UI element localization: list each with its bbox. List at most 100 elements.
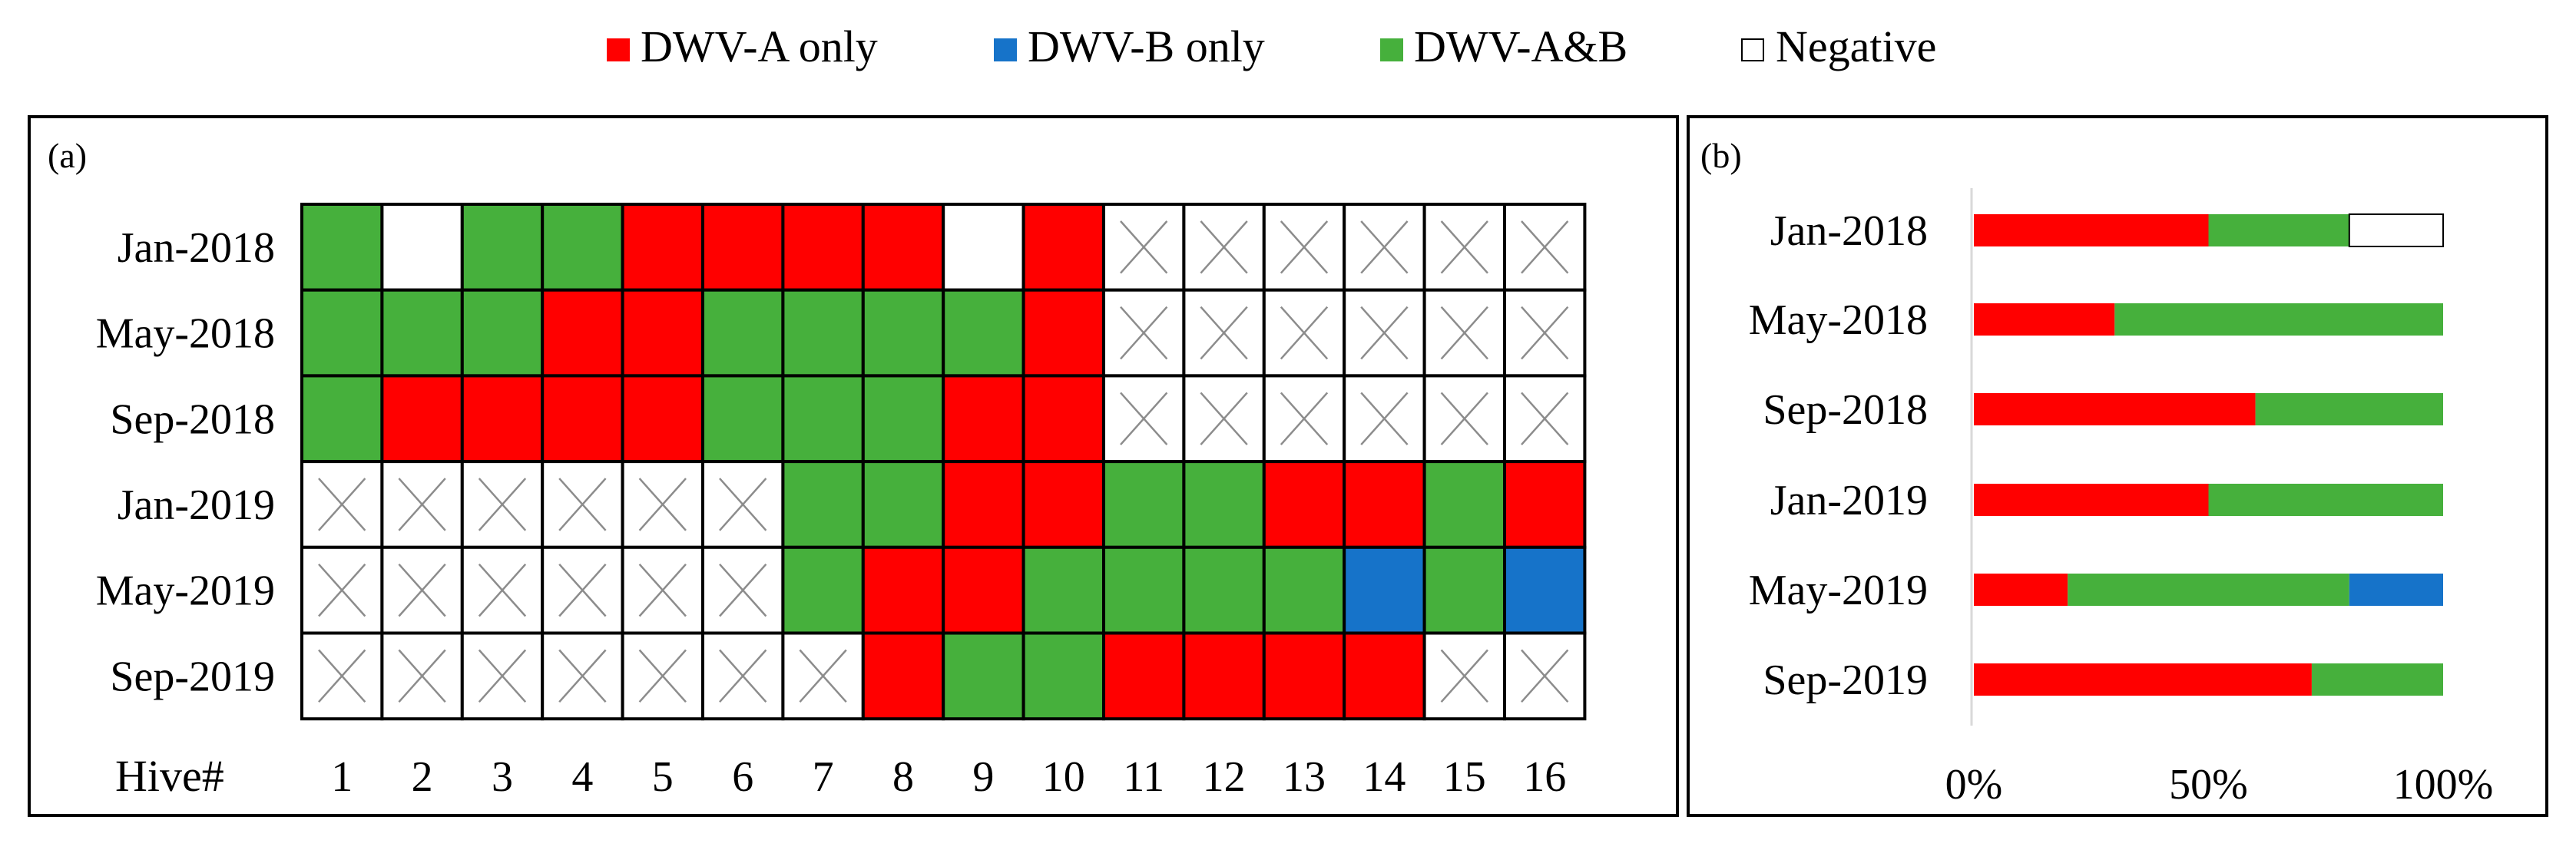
- column-label: 10: [1042, 753, 1085, 801]
- grid-cell: [861, 545, 945, 635]
- column-label: 6: [732, 753, 753, 801]
- cross-mark: [318, 649, 366, 703]
- grid-cell: [1182, 631, 1266, 721]
- bar-category-labels: Jan-2018 May-2018 Sep-2018 Jan-2019 May-2019…: [1749, 207, 1928, 704]
- x-axis-ticks: 0% 50% 100%: [1945, 761, 2494, 809]
- cross-mark: [1120, 306, 1168, 360]
- grid-cell: [942, 374, 1025, 464]
- grid-cell: [1422, 374, 1506, 464]
- stacked-bars: [1974, 213, 2445, 696]
- grid-cell: [1422, 631, 1506, 721]
- cross-mark: [719, 563, 767, 617]
- legend-swatch-dwv-a-and-b: [1380, 38, 1403, 61]
- cross-mark: [1200, 306, 1248, 360]
- bar-segment: [2114, 303, 2443, 336]
- grid-cell: [300, 545, 384, 635]
- cross-mark: [1521, 306, 1569, 360]
- grid-cell: [781, 288, 865, 378]
- grid-cell: [781, 203, 865, 292]
- row-label: Jan-2018: [118, 224, 275, 272]
- row-label: Jan-2019: [118, 481, 275, 529]
- cross-mark: [1521, 649, 1569, 703]
- grid-cell: [621, 288, 704, 378]
- bar-segment: [2208, 214, 2349, 246]
- grid-cell: [380, 203, 464, 292]
- grid-cell: [380, 460, 464, 549]
- grid-cell: [380, 374, 464, 464]
- bar-segment: [1974, 663, 2312, 696]
- column-label: 14: [1362, 753, 1406, 801]
- bar-segment: [1974, 303, 2115, 336]
- cross-mark: [1120, 392, 1168, 445]
- legend-label-dwv-a-only: DWV-A only: [641, 21, 878, 71]
- grid-cell: [861, 460, 945, 549]
- grid-cell: [621, 545, 704, 635]
- legend-label-dwv-a-and-b: DWV-A&B: [1414, 21, 1627, 71]
- cross-mark: [398, 478, 446, 531]
- grid-cell: [1102, 203, 1186, 292]
- column-label: 9: [972, 753, 994, 801]
- legend: DWV-A only DWV-B only DWV-A&B Negative: [607, 21, 1936, 71]
- column-label: 15: [1443, 753, 1486, 801]
- grid-cell: [701, 460, 785, 549]
- grid-cell: [942, 203, 1025, 292]
- grid-cell: [541, 545, 624, 635]
- legend-label-dwv-b-only: DWV-B only: [1028, 21, 1265, 71]
- bar-segment: [2255, 393, 2443, 425]
- bar-segment: [1974, 393, 2256, 425]
- grid-cell: [861, 203, 945, 292]
- grid-cell: [1021, 288, 1105, 378]
- bar-segment: [2311, 663, 2443, 696]
- grid-cell: [1102, 374, 1186, 464]
- grid-cell: [1102, 631, 1186, 721]
- grid-cell: [541, 288, 624, 378]
- grid-cell: [300, 288, 384, 378]
- grid-cell: [1182, 545, 1266, 635]
- grid-cell: [942, 545, 1025, 635]
- cross-mark: [1200, 220, 1248, 274]
- cross-mark: [558, 563, 607, 617]
- column-label: 12: [1203, 753, 1246, 801]
- grid-cell: [1021, 374, 1105, 464]
- grid-cell: [300, 631, 384, 721]
- grid-cell: [1422, 545, 1506, 635]
- grid-cell: [942, 288, 1025, 378]
- bar-group: [1974, 303, 2443, 336]
- hive-status-grid: [300, 203, 1587, 721]
- grid-cell: [460, 545, 545, 635]
- grid-cell: [1503, 374, 1587, 464]
- cross-mark: [1440, 649, 1488, 703]
- cross-mark: [478, 478, 527, 531]
- grid-cell: [781, 374, 865, 464]
- cross-mark: [1200, 392, 1248, 445]
- column-label: 2: [412, 753, 433, 801]
- grid-cell: [541, 631, 624, 721]
- bar-category-label: Jan-2019: [1770, 477, 1928, 524]
- grid-cell: [1343, 203, 1426, 292]
- grid-cell: [621, 631, 704, 721]
- row-labels: Jan-2018 May-2018 Sep-2018 Jan-2019 May-2019…: [96, 224, 275, 700]
- grid-cell: [861, 631, 945, 721]
- grid-cell: [1102, 545, 1186, 635]
- grid-cell: [541, 374, 624, 464]
- grid-cell: [1021, 460, 1105, 549]
- bar-segment: [2068, 574, 2349, 606]
- cross-mark: [719, 478, 767, 531]
- grid-cell: [460, 288, 545, 378]
- grid-cell: [781, 545, 865, 635]
- grid-cell: [1021, 631, 1105, 721]
- grid-cell: [701, 545, 785, 635]
- cross-mark: [638, 649, 687, 703]
- bar-group: [1974, 574, 2443, 606]
- column-label: 7: [813, 753, 834, 801]
- cross-mark: [318, 563, 366, 617]
- row-label: Sep-2019: [110, 653, 275, 700]
- legend-swatch-dwv-a-only: [607, 38, 630, 61]
- column-label: 4: [571, 753, 593, 801]
- grid-cell: [300, 460, 384, 549]
- grid-cell: [460, 460, 545, 549]
- grid-cell: [1182, 288, 1266, 378]
- cross-mark: [1440, 392, 1488, 445]
- grid-cell: [300, 374, 384, 464]
- grid-cell: [1102, 288, 1186, 378]
